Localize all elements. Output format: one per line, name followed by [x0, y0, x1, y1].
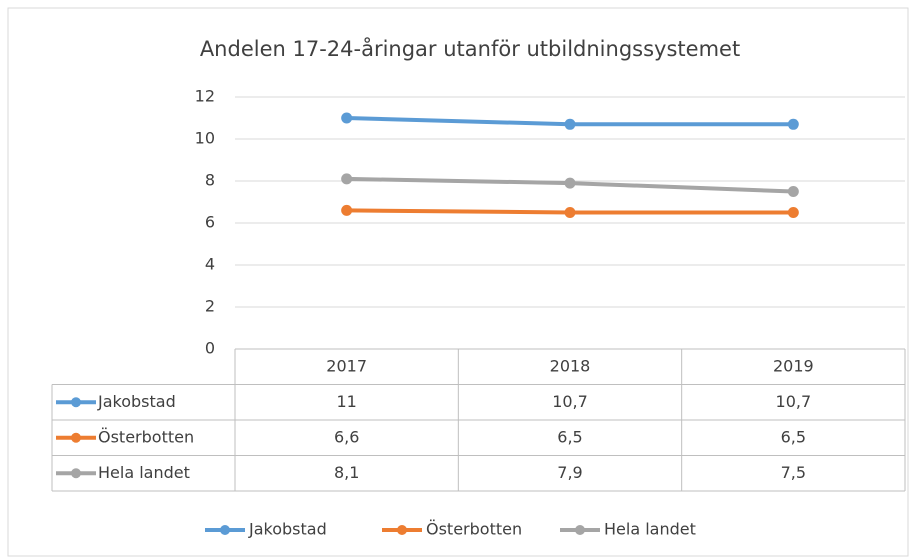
data-point — [787, 118, 799, 130]
data-point — [787, 186, 799, 197]
legend-key-marker — [575, 525, 585, 535]
legend-label: Österbotten — [426, 520, 522, 539]
legend-key-marker — [71, 397, 81, 408]
table-value: 11 — [336, 392, 356, 411]
data-point — [341, 204, 353, 216]
x-tick-label: 2019 — [773, 356, 814, 375]
legend-key-marker — [397, 525, 407, 535]
table-value: 10,7 — [552, 392, 588, 411]
table-value: 7,9 — [557, 463, 582, 482]
y-tick-label: 6 — [205, 213, 215, 232]
data-point — [787, 207, 799, 218]
data-point — [564, 177, 576, 189]
x-tick-label: 2017 — [326, 356, 367, 375]
y-tick-label: 12 — [195, 87, 215, 106]
table-series-name: Österbotten — [98, 427, 194, 446]
table-series-name: Hela landet — [98, 463, 190, 482]
y-tick-label: 8 — [205, 171, 215, 190]
data-point — [341, 173, 353, 185]
legend-key-marker — [71, 432, 81, 443]
x-tick-label: 2018 — [550, 356, 591, 375]
y-tick-label: 4 — [205, 255, 215, 274]
legend-key-marker — [220, 525, 230, 535]
data-point — [564, 118, 576, 130]
y-tick-label: 10 — [195, 129, 215, 148]
data-point — [564, 207, 576, 218]
table-value: 6,5 — [781, 427, 806, 446]
table-value: 8,1 — [334, 463, 359, 482]
table-value: 7,5 — [781, 463, 806, 482]
legend-key-marker — [71, 468, 81, 479]
y-tick-label: 2 — [205, 297, 215, 316]
legend-label: Hela landet — [604, 520, 696, 539]
chart-title: Andelen 17-24-åringar utanför utbildning… — [200, 36, 740, 61]
y-tick-label: 0 — [205, 339, 215, 358]
table-series-name: Jakobstad — [97, 392, 176, 411]
table-value: 6,6 — [334, 427, 359, 446]
table-value: 6,5 — [557, 427, 582, 446]
data-point — [341, 112, 353, 124]
table-value: 10,7 — [776, 392, 812, 411]
legend-label: Jakobstad — [248, 520, 327, 539]
